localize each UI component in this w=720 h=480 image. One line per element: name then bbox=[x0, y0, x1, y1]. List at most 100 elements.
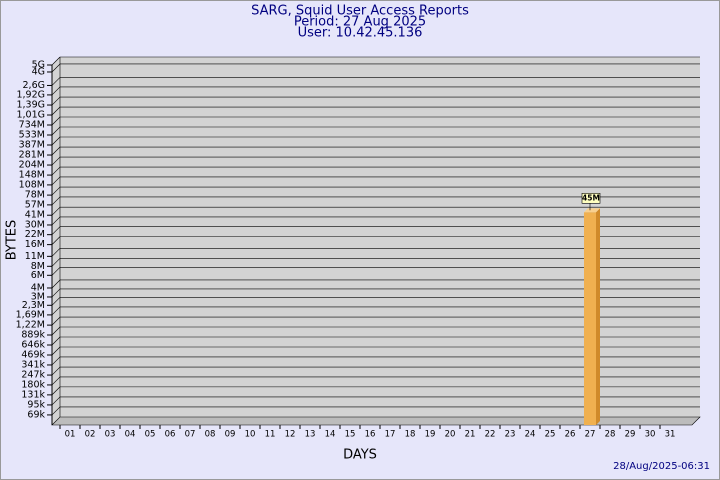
y-tick-label: 11M bbox=[25, 251, 45, 262]
grid-line-side bbox=[51, 136, 61, 146]
grid-line-side bbox=[51, 248, 61, 257]
y-tick-label: 108M bbox=[19, 179, 45, 190]
grid-line-side bbox=[51, 386, 61, 396]
x-tick-label: 29 bbox=[625, 430, 636, 440]
grid-line-side bbox=[51, 63, 61, 73]
grid-line-side bbox=[51, 206, 61, 216]
y-tick-label: 734M bbox=[19, 119, 45, 130]
x-tick-label: 05 bbox=[145, 430, 156, 440]
y-tick-label: 646k bbox=[21, 339, 45, 350]
y-axis-title: BYTES bbox=[5, 220, 20, 261]
y-tick-label: 533M bbox=[19, 130, 45, 141]
y-tick-label: 1,39G bbox=[16, 100, 45, 111]
grid-line-side bbox=[51, 146, 61, 156]
x-tick-label: 12 bbox=[285, 430, 296, 440]
y-tick-label: 148M bbox=[19, 170, 45, 181]
grid-line-side bbox=[51, 156, 61, 166]
x-tick-label: 25 bbox=[545, 430, 556, 440]
grid-line-side bbox=[51, 346, 61, 356]
grid-line-side bbox=[51, 166, 61, 176]
x-tick-label: 11 bbox=[265, 430, 276, 440]
grid-line-side bbox=[51, 236, 61, 245]
y-tick-label: 69k bbox=[27, 409, 45, 420]
x-tick-label: 28 bbox=[605, 430, 616, 440]
x-tick-label: 01 bbox=[65, 430, 76, 440]
y-tick-label: 180k bbox=[21, 379, 45, 390]
x-tick-label: 10 bbox=[245, 430, 256, 440]
x-tick-label: 09 bbox=[225, 430, 236, 440]
x-tick-label: 24 bbox=[525, 430, 536, 440]
y-tick-label: 387M bbox=[19, 140, 45, 151]
grid-line-side bbox=[51, 176, 61, 186]
y-tick-label: 4G bbox=[32, 66, 45, 77]
grid-line-side bbox=[51, 226, 61, 235]
y-tick-label: 341k bbox=[21, 359, 45, 370]
grid-line-side bbox=[51, 116, 61, 126]
x-tick-label: 30 bbox=[645, 430, 656, 440]
grid-line-side bbox=[51, 186, 61, 196]
grid-line-side bbox=[51, 336, 61, 346]
grid-line-side bbox=[51, 288, 61, 298]
grid-line-side bbox=[51, 297, 61, 306]
x-tick-label: 06 bbox=[165, 430, 176, 440]
y-tick-label: 78M bbox=[25, 190, 45, 201]
x-tick-label: 18 bbox=[405, 430, 416, 440]
y-tick-label: 57M bbox=[25, 199, 45, 210]
y-tick-label: 3M bbox=[31, 291, 45, 302]
grid-line-side bbox=[51, 56, 61, 66]
grid-line-side bbox=[51, 126, 61, 136]
y-tick-label: 30M bbox=[25, 219, 45, 230]
grid-line-side bbox=[51, 326, 61, 336]
y-tick-label: 16M bbox=[25, 239, 45, 250]
value-label: 45M bbox=[582, 193, 600, 202]
y-tick-label: 1,22M bbox=[16, 320, 45, 331]
bar bbox=[584, 212, 596, 425]
x-tick-label: 02 bbox=[85, 430, 96, 440]
grid-line-side bbox=[51, 267, 61, 276]
grid-line-side bbox=[51, 306, 61, 316]
x-tick-label: 21 bbox=[465, 430, 476, 440]
y-tick-label: 2,3M bbox=[22, 300, 45, 311]
y-tick-label: 4M bbox=[31, 282, 45, 293]
grid-line-side bbox=[51, 77, 61, 86]
chart-user: User: 10.42.45.136 bbox=[298, 26, 423, 41]
grid-line-side bbox=[51, 196, 61, 206]
y-tick-label: 5G bbox=[32, 60, 45, 71]
x-tick-label: 19 bbox=[425, 430, 436, 440]
y-tick-label: 469k bbox=[21, 350, 45, 361]
x-tick-label: 14 bbox=[325, 430, 336, 440]
grid-line-side bbox=[51, 86, 61, 96]
grid-line-side bbox=[51, 279, 61, 289]
grid-line-side bbox=[51, 316, 61, 326]
value-label-box bbox=[581, 192, 601, 204]
timestamp: 28/Aug/2025-06:31 bbox=[613, 461, 710, 472]
x-tick-label: 04 bbox=[125, 430, 136, 440]
y-tick-label: 131k bbox=[21, 389, 45, 400]
grid-line-side bbox=[51, 96, 61, 106]
y-tick-label: 204M bbox=[19, 160, 45, 171]
grid-line-side bbox=[51, 216, 61, 226]
y-tick-label: 2,6G bbox=[23, 80, 45, 91]
plot-area bbox=[52, 57, 700, 425]
x-tick-label: 31 bbox=[665, 430, 676, 440]
x-tick-label: 03 bbox=[105, 430, 116, 440]
x-tick-label: 23 bbox=[505, 430, 516, 440]
x-tick-label: 15 bbox=[345, 430, 356, 440]
grid-line-side bbox=[51, 106, 61, 116]
x-tick-label: 17 bbox=[385, 430, 396, 440]
x-tick-label: 16 bbox=[365, 430, 376, 440]
grid-line-side bbox=[51, 376, 61, 386]
grid-line-side bbox=[51, 258, 61, 267]
x-tick-label: 13 bbox=[305, 430, 316, 440]
y-tick-label: 1,92G bbox=[16, 89, 45, 100]
x-tick-label: 07 bbox=[185, 430, 196, 440]
x-tick-label: 22 bbox=[485, 430, 496, 440]
bar-top bbox=[584, 208, 600, 213]
y-tick-label: 41M bbox=[25, 210, 45, 221]
y-tick-label: 6M bbox=[31, 270, 45, 281]
grid-line-side bbox=[51, 356, 61, 366]
chart-title: SARG, Squid User Access Reports bbox=[251, 4, 469, 19]
x-tick-label: 27 bbox=[585, 430, 596, 440]
